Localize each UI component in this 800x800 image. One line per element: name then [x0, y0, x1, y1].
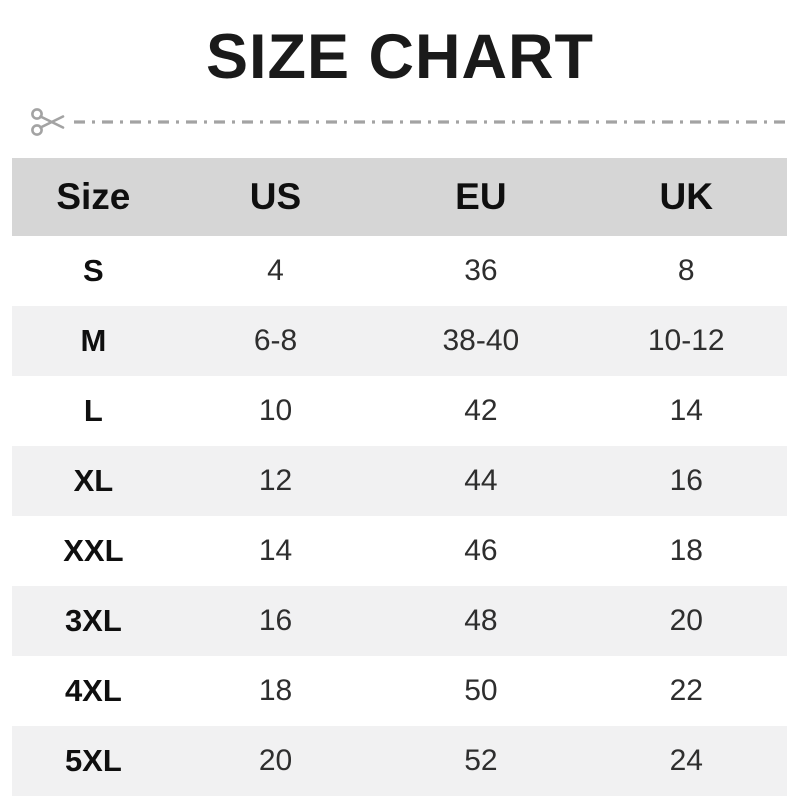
- table-row: M 6-8 38-40 10-12: [12, 306, 787, 377]
- cell-size-label: 4XL: [64, 673, 122, 709]
- table-row: 3XL 16 48 20: [12, 586, 787, 657]
- cell-uk-value: 18: [669, 534, 703, 568]
- cell-us-value: 20: [258, 744, 293, 778]
- cell-us-value: 10: [258, 394, 293, 428]
- table-row: 4XL 18 50 22: [12, 656, 787, 727]
- cell-eu-value: 44: [464, 464, 498, 498]
- cell-uk-value: 16: [669, 464, 703, 498]
- table-row: L 10 42 14: [12, 376, 787, 447]
- cell-us-value: 12: [258, 464, 293, 498]
- table-row: XL 12 44 16: [12, 446, 787, 517]
- cell-size-label: L: [83, 393, 103, 429]
- cell-uk-value: 10-12: [647, 324, 725, 358]
- cell-size-label: XL: [73, 463, 114, 499]
- column-header-uk: UK: [659, 176, 713, 218]
- column-header-us: US: [249, 176, 302, 218]
- cell-eu-value: 48: [464, 604, 498, 638]
- cell-size-label: M: [80, 323, 107, 359]
- cut-line: [30, 102, 790, 142]
- cell-uk-value: 14: [669, 394, 703, 428]
- cell-uk-value: 24: [669, 744, 703, 778]
- table-row: XXL 14 46 18: [12, 516, 787, 587]
- cell-size-label: S: [83, 253, 104, 289]
- cell-size-label: 5XL: [64, 743, 122, 779]
- cell-uk-value: 22: [669, 674, 703, 708]
- dashed-cut-line: [74, 120, 790, 124]
- cell-us-value: 14: [258, 534, 293, 568]
- cell-us-value: 4: [267, 254, 284, 288]
- size-table: Size US EU UK S 4 36 8 M 6-8 38-40 10-12 L 10 42 14…: [12, 158, 787, 797]
- cell-us-value: 6-8: [253, 324, 298, 358]
- cell-eu-value: 38-40: [442, 324, 520, 358]
- cell-eu-value: 50: [464, 674, 498, 708]
- cell-eu-value: 36: [464, 254, 498, 288]
- size-chart-page: SIZE CHART Size US EU UK S 4 36 8 M 6-8 38-40 1…: [0, 24, 800, 800]
- column-header-size: Size: [56, 176, 131, 218]
- cell-size-label: 3XL: [64, 603, 122, 639]
- cell-us-value: 18: [258, 674, 293, 708]
- size-table-header-row: Size US EU UK: [12, 158, 787, 237]
- table-row: S 4 36 8: [12, 236, 787, 307]
- cell-eu-value: 52: [464, 744, 498, 778]
- column-header-eu: EU: [455, 176, 507, 218]
- size-table-body: S 4 36 8 M 6-8 38-40 10-12 L 10 42 14 XL 12 44 16 XXL 14 4…: [12, 236, 787, 797]
- cell-uk-value: 8: [677, 254, 695, 288]
- cell-eu-value: 46: [464, 534, 498, 568]
- scissors-icon: [31, 108, 65, 137]
- cell-us-value: 16: [258, 604, 293, 638]
- cell-size-label: XXL: [63, 533, 124, 569]
- cell-eu-value: 42: [464, 394, 498, 428]
- page-title: SIZE CHART: [206, 22, 594, 92]
- table-row: 5XL 20 52 24: [12, 726, 787, 797]
- cell-uk-value: 20: [669, 604, 703, 638]
